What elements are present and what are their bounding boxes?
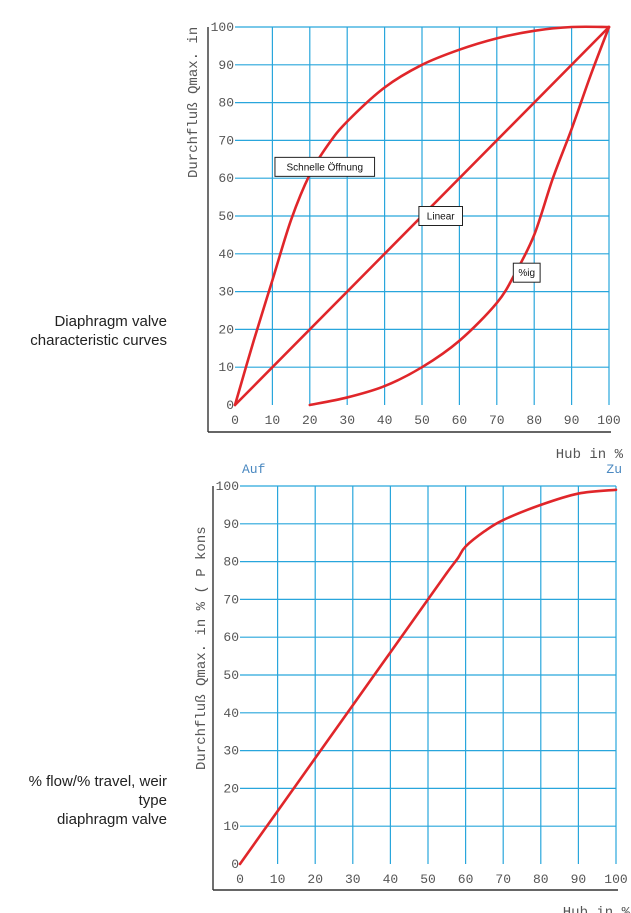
top-label-right: Zu [606, 462, 622, 477]
x-tick-label: 60 [452, 413, 468, 428]
annotation-label: %ig [512, 262, 541, 283]
y-tick-label: 100 [216, 479, 239, 494]
x-tick-label: 70 [495, 872, 511, 887]
y-tick-label: 40 [223, 706, 239, 721]
annotation-box [274, 156, 376, 177]
annotation-text: Linear [427, 212, 455, 223]
x-tick-label: 10 [265, 413, 281, 428]
annotation-box [512, 262, 541, 283]
y-tick-label: 0 [231, 857, 239, 872]
x-axis-label: Hub in % [563, 905, 631, 913]
caption-top-line-1: Diaphragm valve [54, 313, 167, 330]
annotation-text: Schnelle Öffnung [286, 161, 363, 173]
y-tick-label: 90 [218, 58, 234, 73]
caption-bottom-line-1: % flow/% travel, weir [28, 773, 167, 790]
top-label-left: Auf [242, 462, 265, 477]
y-tick-label: 60 [223, 630, 239, 645]
x-tick-label: 40 [377, 413, 393, 428]
caption-top: Diaphragm valve characteristic curves [0, 312, 167, 350]
y-tick-label: 50 [218, 209, 234, 224]
x-tick-label: 60 [458, 872, 474, 887]
x-tick-label: 0 [231, 413, 239, 428]
x-tick-label: 0 [236, 872, 244, 887]
x-tick-label: 50 [420, 872, 436, 887]
y-tick-label: 10 [218, 360, 234, 375]
x-tick-label: 90 [564, 413, 580, 428]
y-tick-label: 60 [218, 171, 234, 186]
annotation-text: %ig [518, 268, 535, 279]
x-tick-label: 80 [526, 413, 542, 428]
y-tick-label: 80 [223, 555, 239, 570]
y-tick-label: 100 [211, 20, 234, 35]
y-tick-label: 70 [218, 133, 234, 148]
annotation-label: Schnelle Öffnung [274, 156, 376, 177]
y-tick-label: 30 [218, 285, 234, 300]
y-tick-label: 20 [218, 322, 234, 337]
x-tick-label: 80 [533, 872, 549, 887]
caption-bottom: % flow/% travel, weir type diaphragm val… [0, 772, 167, 829]
y-tick-label: 10 [223, 819, 239, 834]
x-tick-label: 30 [339, 413, 355, 428]
x-tick-label: 100 [604, 872, 627, 887]
x-tick-label: 90 [571, 872, 587, 887]
y-tick-label: 40 [218, 247, 234, 262]
y-tick-label: 30 [223, 744, 239, 759]
annotation-box [418, 206, 463, 226]
y-tick-label: 80 [218, 96, 234, 111]
caption-bottom-line-2: type [138, 792, 167, 809]
x-tick-label: 50 [414, 413, 430, 428]
annotation-label: Linear [418, 206, 463, 226]
series-line-3 [308, 25, 611, 407]
series-line-1 [238, 488, 618, 866]
caption-top-line-2: characteristic curves [30, 332, 167, 349]
x-tick-label: 20 [302, 413, 318, 428]
y-tick-label: 90 [223, 517, 239, 532]
x-tick-label: 30 [345, 872, 361, 887]
caption-bottom-line-3: diaphragm valve [56, 811, 167, 828]
x-tick-label: 10 [270, 872, 286, 887]
x-tick-label: 70 [489, 413, 505, 428]
y-axis-label: Durchfluß Qmax. in [186, 27, 202, 178]
y-tick-label: 50 [223, 668, 239, 683]
y-tick-label: 70 [223, 592, 239, 607]
y-tick-label: 20 [223, 781, 239, 796]
x-axis-label: Hub in % [556, 447, 624, 463]
y-axis-label: Durchfluß Qmax. in % ( P kons [194, 526, 210, 770]
y-tick-label: 0 [226, 398, 234, 413]
x-tick-label: 100 [597, 413, 620, 428]
x-tick-label: 40 [383, 872, 399, 887]
series-line-1 [233, 25, 611, 407]
x-tick-label: 20 [307, 872, 323, 887]
